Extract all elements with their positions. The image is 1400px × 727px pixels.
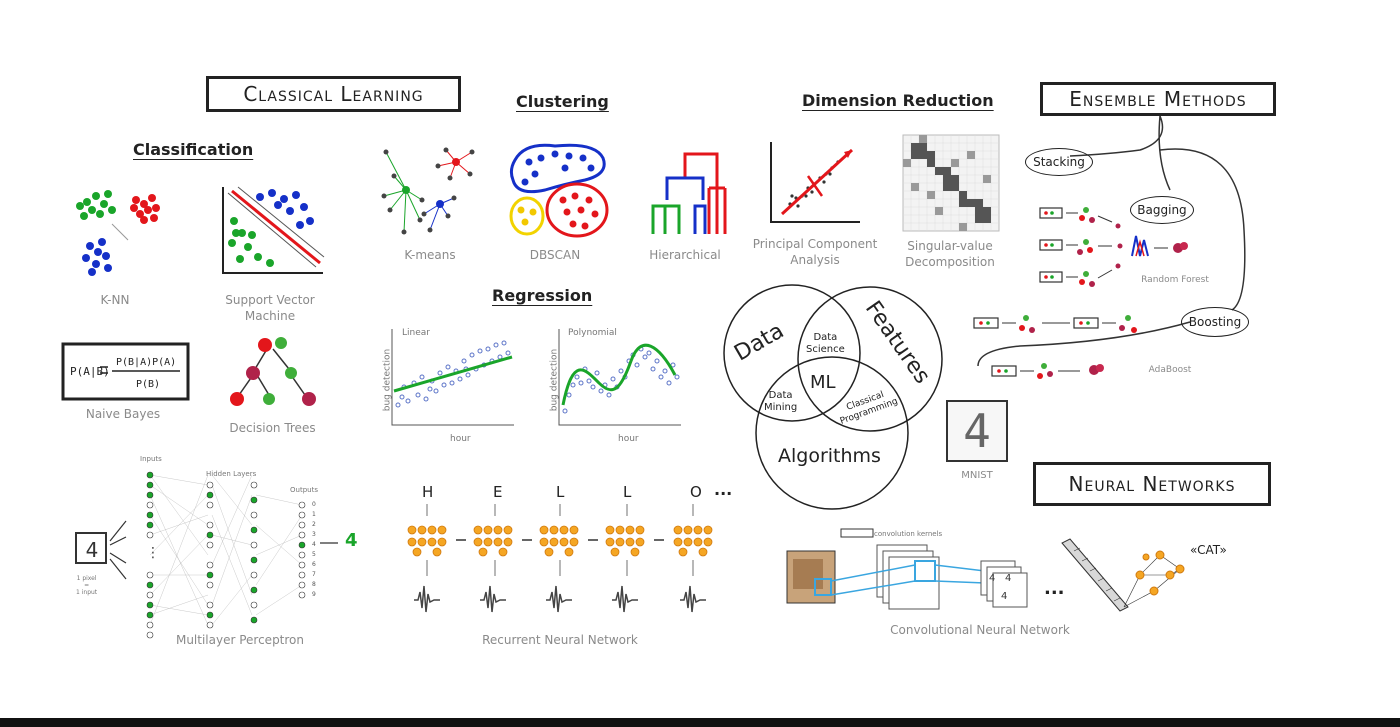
svm-illustration <box>222 186 325 274</box>
venn-algorithms-label: Algorithms <box>778 445 881 467</box>
cnn-illustration: 4 44 <box>786 528 1028 610</box>
knn-caption: K-NN <box>100 293 130 307</box>
kmeans-illustration <box>381 147 475 235</box>
classification-title: Classification <box>133 140 254 159</box>
svg-text:P(A|B): P(A|B) <box>70 365 110 378</box>
stacking-bubble: Stacking <box>1025 148 1093 176</box>
kmeans-caption: K-means <box>404 248 456 262</box>
venn-data-mining-label: Data Mining <box>764 390 798 413</box>
venn-diagram <box>723 284 943 510</box>
polynomial-ylabel: bug detection <box>549 348 560 412</box>
output-7: 7 <box>312 571 316 578</box>
mnist-caption: MNIST <box>961 470 993 481</box>
mlp-outputs-label: Outputs <box>290 486 318 494</box>
cnn-caption: Convolutional Neural Network <box>890 623 1070 637</box>
adaboost-illustration <box>973 315 1137 379</box>
output-4: 4 <box>312 541 316 548</box>
pca-illustration <box>770 142 860 223</box>
output-2: 2 <box>312 521 316 528</box>
output-5: 5 <box>312 551 316 558</box>
svg-text:⋮: ⋮ <box>146 545 160 561</box>
random-forest-illustration <box>1039 207 1188 287</box>
cnn-kernels-label: convolution kernels <box>874 530 943 538</box>
hierarchical-illustration <box>651 152 727 234</box>
clustering-title: Clustering <box>516 92 609 111</box>
venn-data-science-label: Data Science <box>806 332 845 355</box>
svg-text:4: 4 <box>1001 591 1007 602</box>
rnn-letter-l2: L <box>623 483 632 501</box>
ensemble-methods-header: Ensemble Methods <box>1040 82 1276 116</box>
svd-matrix-illustration <box>902 134 1000 232</box>
bottom-bar <box>0 718 1400 727</box>
dbscan-illustration <box>509 143 609 238</box>
rnn-ellipsis: ... <box>714 480 733 499</box>
regression-title: Regression <box>492 286 593 305</box>
polynomial-regression-chart <box>545 325 685 440</box>
mnist-digit: 4 <box>963 404 991 458</box>
output-3: 3 <box>312 531 316 538</box>
linear-label: Linear <box>402 328 430 338</box>
rnn-caption: Recurrent Neural Network <box>482 633 638 647</box>
mnist-digit-box: 4 <box>946 400 1008 462</box>
rnn-letter-o: O <box>690 483 702 501</box>
adaboost-caption: AdaBoost <box>1148 365 1192 375</box>
mlp-caption: Multilayer Perceptron <box>175 633 305 647</box>
mlp-illustration: ⋮ <box>75 471 338 639</box>
naive-bayes-caption: Naive Bayes <box>85 407 161 421</box>
rnn-letter-h: H <box>422 483 434 501</box>
rnn-illustration <box>407 504 713 613</box>
hierarchical-caption: Hierarchical <box>649 248 721 262</box>
mlp-output-digit: 4 <box>345 530 358 551</box>
classical-learning-header: Classical Learning <box>206 76 461 112</box>
linear-ylabel: bug detection <box>382 348 393 412</box>
svm-caption: Support Vector Machine <box>225 293 315 323</box>
stacking-label: Stacking <box>1033 155 1085 169</box>
ensemble-connectors <box>977 115 1246 367</box>
neural-networks-header: Neural Networks <box>1033 462 1271 506</box>
svg-text:P(B): P(B) <box>136 379 160 390</box>
dbscan-caption: DBSCAN <box>529 248 581 262</box>
svd-caption: Singular-value Decomposition <box>905 239 995 269</box>
output-6: 6 <box>312 561 316 568</box>
rnn-letter-e: E <box>493 483 503 501</box>
random-forest-caption: Random Forest <box>1141 275 1209 285</box>
pca-caption: Principal Component Analysis <box>752 237 878 267</box>
linear-regression-chart <box>378 325 518 440</box>
bagging-bubble: Bagging <box>1130 196 1194 224</box>
mlp-input-digit: 4 <box>85 538 99 562</box>
output-1: 1 <box>312 511 316 518</box>
dimension-reduction-title: Dimension Reduction <box>802 91 994 110</box>
output-0: 0 <box>312 501 316 508</box>
cnn-result: «CAT» <box>1190 543 1227 557</box>
svg-text:P(B|A)P(A): P(B|A)P(A) <box>116 357 176 368</box>
venn-ml-label: ML <box>810 372 836 393</box>
naive-bayes-formula-box: P(A|B) P(B|A)P(A) P(B) <box>61 342 190 401</box>
cnn-fully-connected <box>1061 538 1185 612</box>
polynomial-label: Polynomial <box>568 328 617 338</box>
knn-illustration <box>76 190 160 276</box>
svg-text:4: 4 <box>1005 573 1011 584</box>
boosting-label: Boosting <box>1188 315 1242 329</box>
cnn-ellipsis: ... <box>1044 578 1065 599</box>
mlp-inputs-label: Inputs <box>140 455 162 463</box>
output-8: 8 <box>312 581 316 588</box>
boosting-bubble: Boosting <box>1181 307 1249 337</box>
decision-trees-illustration <box>230 337 316 406</box>
decision-trees-caption: Decision Trees <box>229 421 316 435</box>
svg-text:4: 4 <box>989 573 995 584</box>
mlp-output-numbers: 0 1 2 3 4 5 6 7 8 9 <box>312 500 320 600</box>
polynomial-xlabel: hour <box>618 434 639 444</box>
rnn-letter-l1: L <box>556 483 565 501</box>
mlp-hidden-label: Hidden Layers <box>206 470 257 478</box>
output-9: 9 <box>312 591 316 598</box>
mlp-input-note: 1 pixel = 1 input <box>76 575 98 596</box>
linear-xlabel: hour <box>450 434 471 444</box>
bagging-label: Bagging <box>1137 203 1187 217</box>
